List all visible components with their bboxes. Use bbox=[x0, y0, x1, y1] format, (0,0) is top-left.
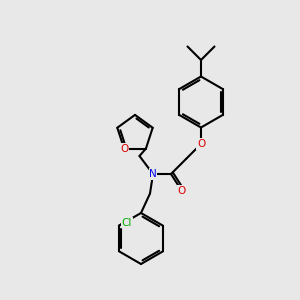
Text: O: O bbox=[197, 139, 205, 149]
Text: O: O bbox=[120, 143, 128, 154]
Text: O: O bbox=[177, 185, 186, 196]
Text: Cl: Cl bbox=[122, 218, 132, 228]
Text: N: N bbox=[149, 169, 157, 179]
